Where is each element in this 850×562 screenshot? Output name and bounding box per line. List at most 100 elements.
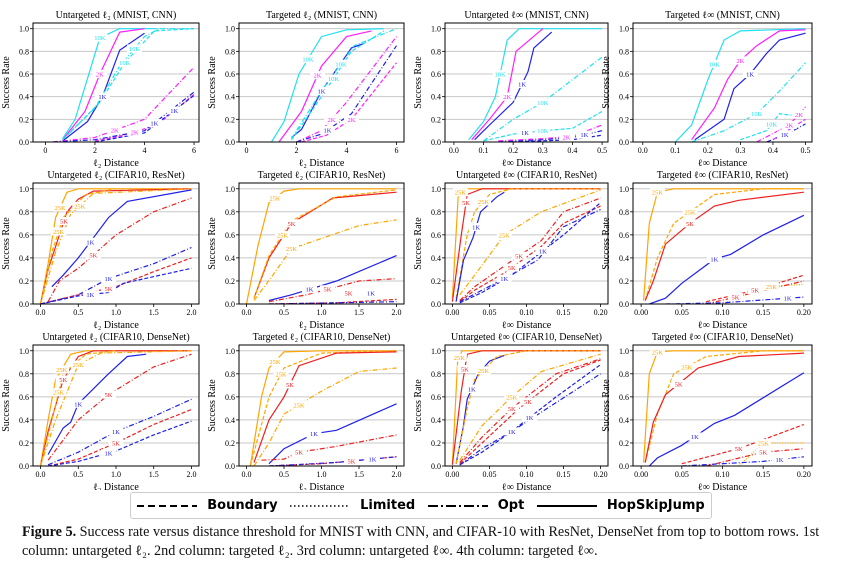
budget-label-bg — [306, 429, 322, 438]
budget-label-bg — [476, 197, 492, 206]
budget-label: 1K — [306, 287, 314, 294]
budget-label-bg — [344, 115, 359, 124]
plot-area — [468, 28, 603, 142]
budget-label-bg — [51, 388, 67, 397]
budget-label-bg — [687, 432, 703, 441]
chart-title: Targeted ℓ₂ (CIFAR10, DenseNet) — [253, 332, 391, 343]
x-tick-label: 0.5 — [800, 146, 810, 155]
budget-label-bg — [56, 217, 72, 226]
series-line-hopskipjump-25k — [643, 350, 804, 463]
series-line-hopskipjump-1k — [268, 403, 397, 465]
y-tick-label: 0.8 — [619, 370, 629, 379]
budget-label: 5K — [288, 221, 296, 228]
budget-label-bg — [755, 438, 771, 447]
y-axis-label: Success Rate — [207, 56, 218, 109]
budget-label: 25K — [56, 367, 68, 374]
y-axis-label: Success Rate — [1, 217, 12, 270]
y-tick-label: 0.2 — [225, 277, 235, 286]
budget-label: 25K — [766, 284, 778, 291]
x-tick-label: 1.5 — [149, 308, 159, 317]
budget-label: 10K — [495, 72, 507, 79]
budget-label: 10K — [751, 111, 763, 118]
series-line-opt-10k — [290, 28, 397, 139]
plot-frame — [238, 182, 405, 305]
series-line-opt-5k — [459, 358, 601, 463]
chart-panel: 0.0 0.2 0.4 0.6 0.8 1.0 0.0 0.5 1.0 1.5 2.0 25K 5K 1K… — [1, 170, 200, 331]
budget-label: 10K — [129, 46, 141, 53]
series-line-hopskipjump-1k — [455, 191, 505, 302]
budget-label-bg — [291, 448, 307, 457]
budget-label-bg — [763, 282, 779, 291]
y-tick-label: 0.0 — [431, 300, 441, 309]
legend: Boundary Limited Opt HopSkipJump — [130, 492, 712, 519]
y-tick-label: 0.8 — [431, 208, 441, 217]
x-tick-label: 0 — [245, 146, 249, 155]
x-axis-label: ℓ₂ Distance — [299, 320, 345, 331]
budget-label: 10K — [335, 61, 347, 68]
x-axis-label: ℓ∞ Distance — [698, 482, 748, 490]
y-tick-label: 0.2 — [431, 277, 441, 286]
x-tick-label: 2.0 — [392, 308, 402, 317]
series-line-hopskipjump-2k — [278, 30, 372, 142]
budget-label: 25K — [55, 205, 67, 212]
series-line-hopskipjump-1k — [51, 189, 192, 288]
legend-item-opt: Opt — [427, 498, 524, 513]
plot-frame — [632, 182, 813, 305]
budget-label: 2K — [503, 94, 511, 101]
budget-label: 5K — [286, 382, 294, 389]
y-tick-label: 0.6 — [431, 70, 441, 79]
budget-label-bg — [108, 438, 124, 447]
budget-label: 10K — [766, 121, 778, 128]
budget-labels: 25K 25K 5K 25K 1K 5K 5K 1K — [267, 357, 380, 465]
budget-label: 1K — [324, 127, 332, 134]
y-tick-label: 0.2 — [431, 439, 441, 448]
budget-label: 2K — [328, 117, 336, 124]
x-tick-label: 1.5 — [354, 308, 364, 317]
budget-label: 1K — [86, 239, 94, 246]
budget-label: 25K — [293, 402, 305, 409]
series-line-opt-5k — [706, 448, 804, 466]
x-tick-label: 0.15 — [557, 470, 571, 479]
chart-title: Targeted ℓ₂ (CIFAR10, ResNet) — [258, 170, 386, 181]
y-tick-label: 0.0 — [225, 462, 235, 471]
chart-title: Untargeted ℓ₂ (MNIST, CNN) — [56, 10, 177, 21]
budget-label-bg — [341, 289, 356, 298]
y-tick-label: 1.0 — [431, 185, 441, 194]
budget-label: 1K — [170, 108, 178, 115]
budget-label-bg — [777, 130, 793, 139]
chart-title: Untargeted ℓ₂ (CIFAR10, DenseNet) — [42, 332, 189, 343]
budget-label: 10K — [302, 57, 314, 64]
budget-label-bg — [333, 59, 349, 68]
budget-label-bg — [535, 98, 551, 107]
chart-title: Untargeted ℓ₂ (CIFAR10, ResNet) — [47, 170, 184, 181]
x-tick-label: 1.0 — [317, 308, 327, 317]
budget-label: 1K — [539, 248, 547, 255]
y-tick-label: 1.0 — [619, 25, 629, 34]
budget-label: 25K — [455, 190, 467, 197]
y-tick-label: 1.0 — [19, 25, 29, 34]
budget-label-bg — [576, 130, 592, 139]
y-tick-label: 0.8 — [619, 208, 629, 217]
series-line-boundary-1k — [40, 267, 192, 304]
budget-label: 5K — [751, 288, 759, 295]
x-tick-label: 0.20 — [594, 308, 608, 317]
budget-label-bg — [282, 380, 298, 389]
y-tick-label: 0.0 — [431, 138, 441, 147]
budget-label: 2K — [785, 123, 793, 130]
budget-label: 25K — [53, 229, 65, 236]
x-tick-label: 1.0 — [111, 470, 121, 479]
budget-label-bg — [326, 74, 341, 83]
budget-label: 1K — [691, 434, 699, 441]
x-tick-label: 0.15 — [557, 308, 571, 317]
budget-label: 2K — [795, 112, 803, 119]
y-tick-label: 0.6 — [19, 393, 29, 402]
budget-label: 1K — [746, 72, 754, 79]
y-tick-label: 0.6 — [619, 70, 629, 79]
budget-label-bg — [728, 293, 744, 302]
budget-label-bg — [496, 274, 512, 283]
y-tick-label: 1.0 — [225, 185, 235, 194]
figure-caption: Figure 5. Success rate versus distance t… — [22, 523, 822, 561]
x-tick-label: 0.00 — [634, 308, 648, 317]
budget-label: 1K — [104, 276, 112, 283]
x-tick-label: 0.1 — [479, 146, 489, 155]
